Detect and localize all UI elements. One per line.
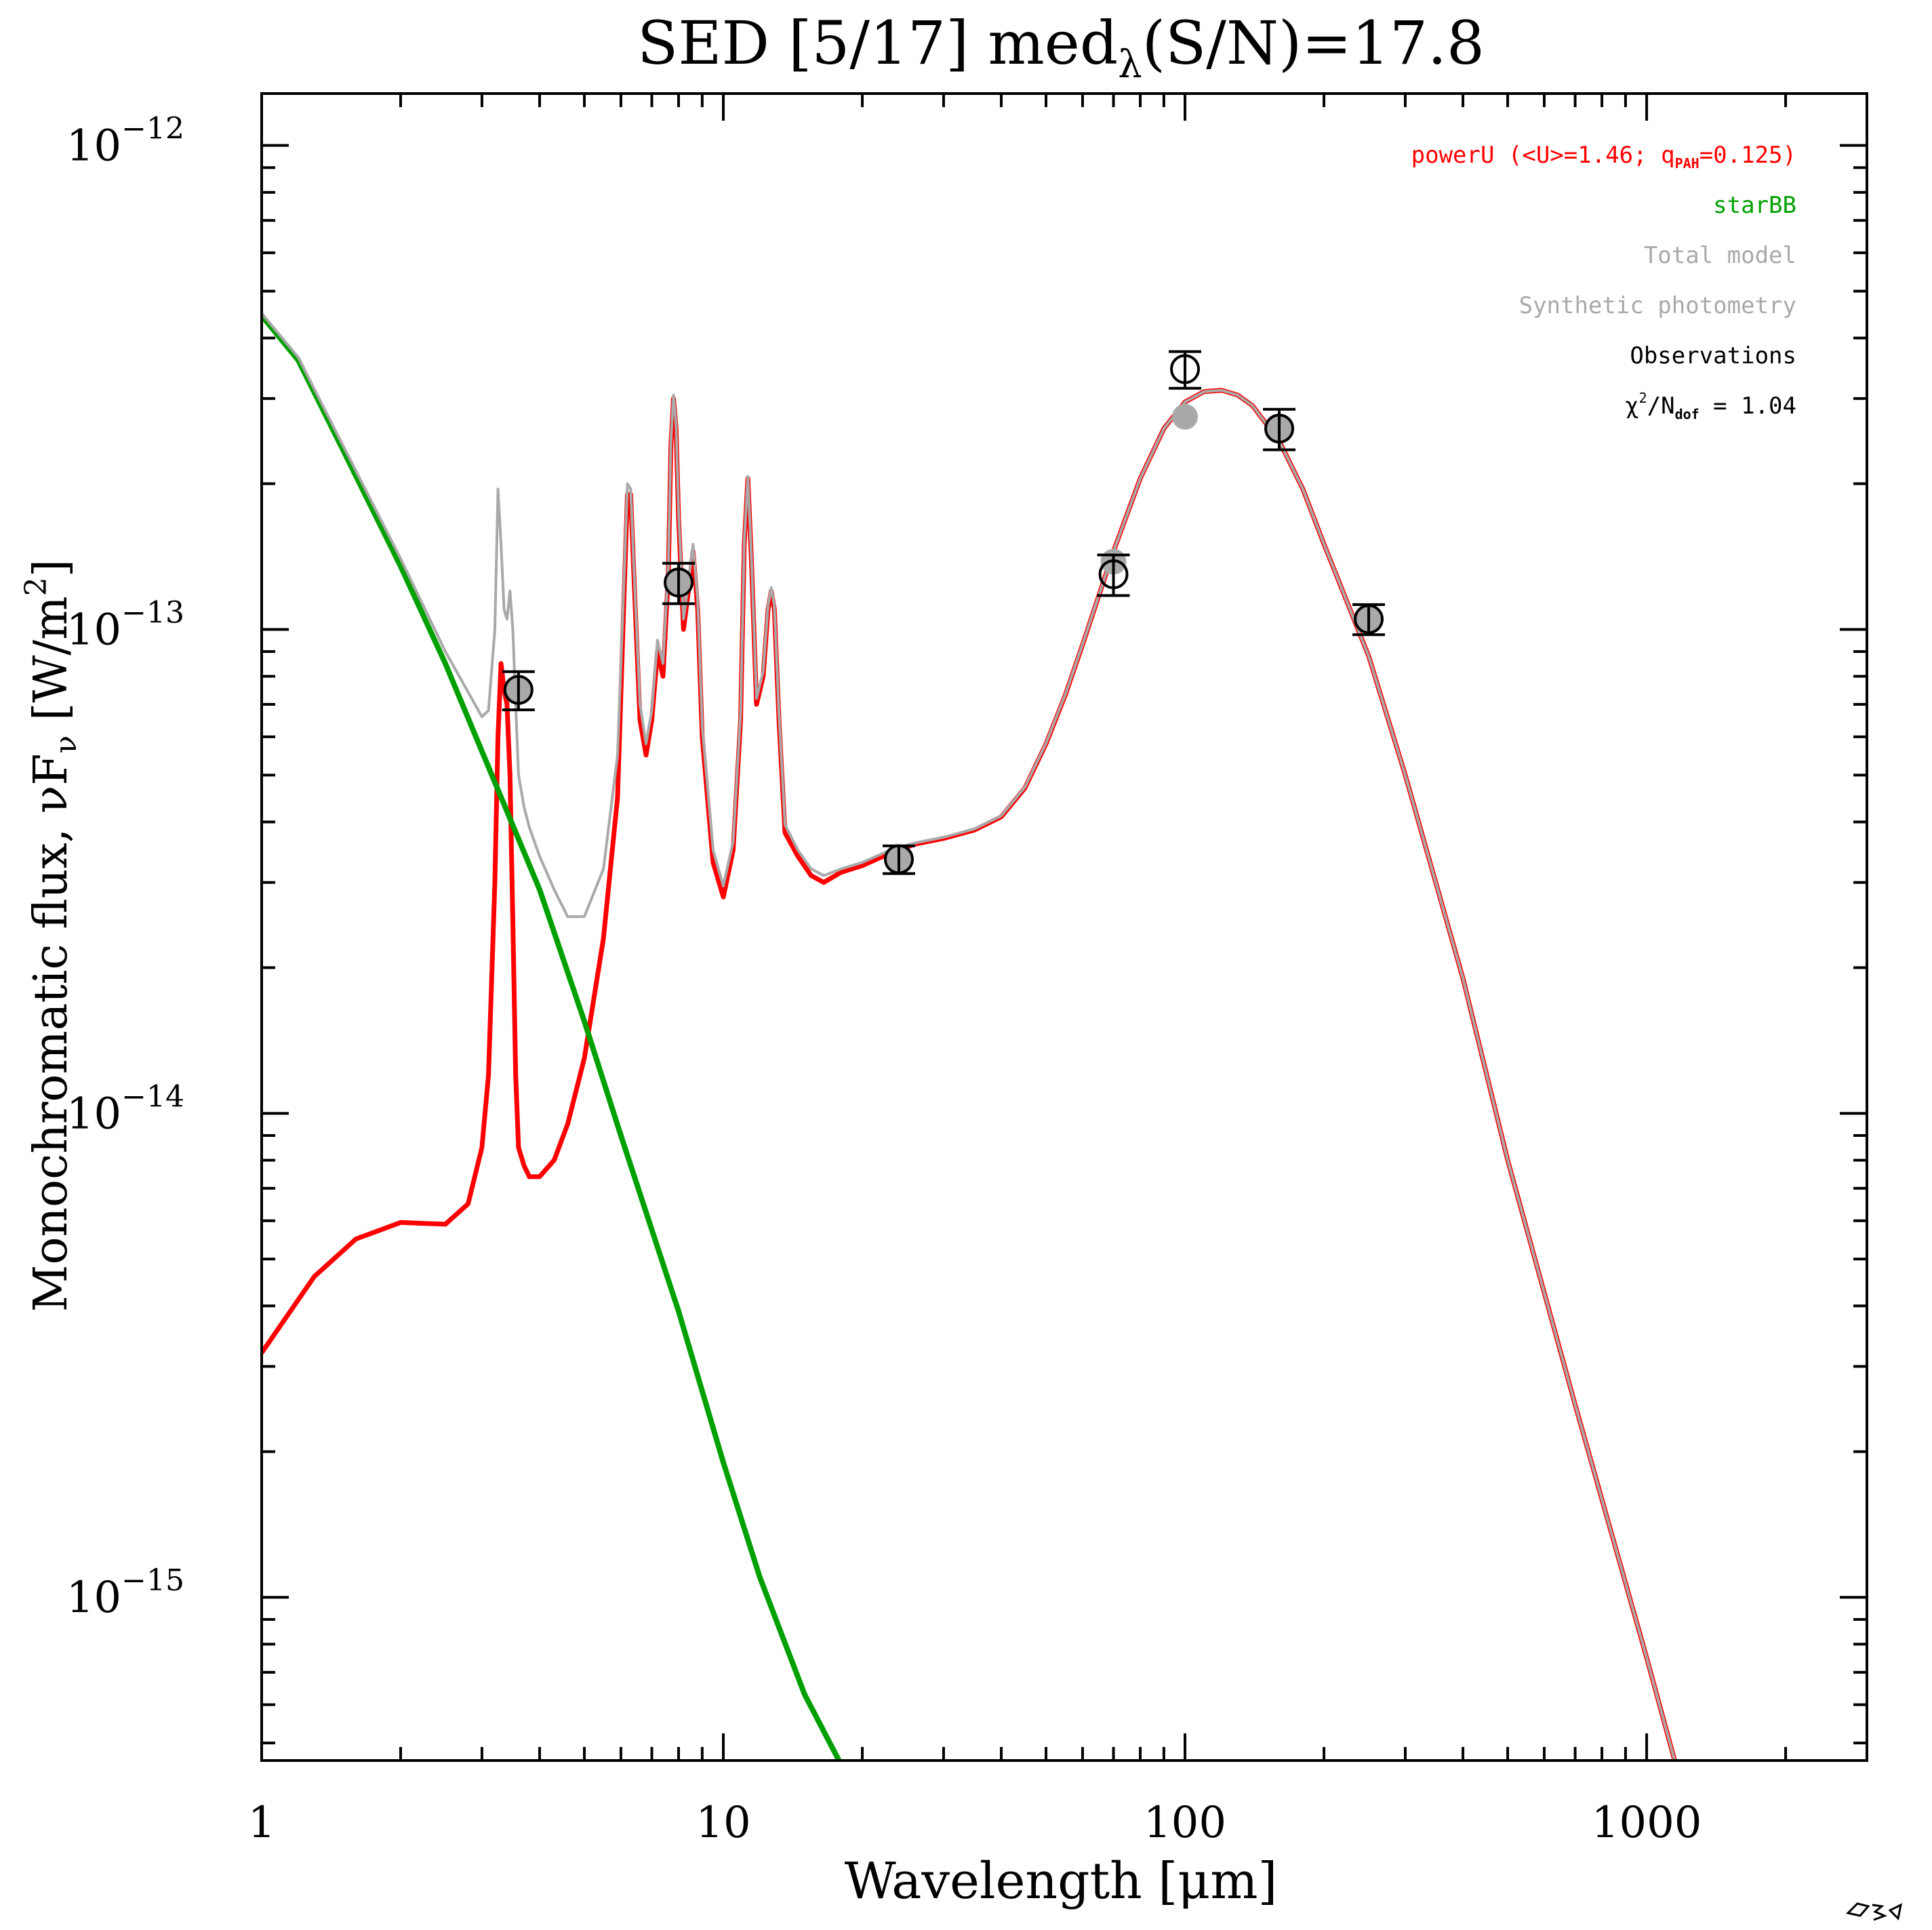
observation-marker: [883, 844, 914, 874]
author-mark-icon: [1846, 1902, 1903, 1921]
observation-point: [1169, 350, 1202, 390]
legend: powerU (<U>=1.46; qPAH=0.125) starBB Tot…: [1411, 142, 1796, 422]
observation-marker: [1264, 414, 1295, 444]
observation-point: [1097, 553, 1130, 597]
observation-marker: [503, 675, 534, 705]
y-tick-label: 10−12: [66, 112, 184, 172]
observation-marker: [1354, 604, 1384, 635]
x-tick-label: 1: [248, 1798, 276, 1848]
legend-chi2: χ2/Ndof = 1.04: [1625, 390, 1796, 422]
x-tick-label: 100: [1144, 1798, 1226, 1848]
observation-point: [662, 561, 696, 605]
y-tick-label: 10−15: [66, 1563, 184, 1623]
observation-point: [882, 844, 915, 875]
x-axis-label: Wavelength [μm]: [845, 1852, 1278, 1910]
legend-entry-total-model: Total model: [1644, 242, 1796, 269]
axis-tick-labels: 1 10 100 1000 10−15 10−14 10−13 10−12: [66, 112, 1702, 1848]
series-starbb-line: [262, 314, 842, 1761]
legend-entry-observations: Observations: [1630, 342, 1796, 369]
observation-marker: [1170, 354, 1201, 384]
y-tick-label: 10−14: [66, 1079, 184, 1139]
chart-title: SED [5/17] medλ(S/N)=17.8: [637, 8, 1485, 87]
series-layer: [262, 312, 1677, 1761]
observation-marker: [1098, 559, 1129, 590]
axis-ticks: [260, 94, 1868, 1761]
y-axis-label: Monochromatic flux, νFν [W/m2]: [19, 559, 83, 1312]
x-tick-label: 1000: [1592, 1798, 1702, 1848]
series-poweru-line: [262, 388, 1677, 1761]
observation-point: [502, 670, 535, 712]
observation-marker: [664, 567, 694, 598]
data-points-layer: [502, 350, 1386, 875]
legend-entry-synthetic-photometry: Synthetic photometry: [1519, 292, 1796, 319]
series-total-model-line: [262, 312, 1676, 1761]
legend-entry-poweru: powerU (<U>=1.46; qPAH=0.125): [1411, 142, 1796, 172]
x-tick-label: 10: [696, 1798, 750, 1848]
observation-point: [1352, 603, 1386, 637]
y-tick-label: 10−13: [66, 595, 184, 655]
plot-frame: [260, 92, 1868, 1762]
synthetic-photometry-point: [1172, 403, 1199, 430]
observation-point: [1263, 407, 1296, 451]
legend-entry-starbb: starBB: [1713, 192, 1796, 219]
